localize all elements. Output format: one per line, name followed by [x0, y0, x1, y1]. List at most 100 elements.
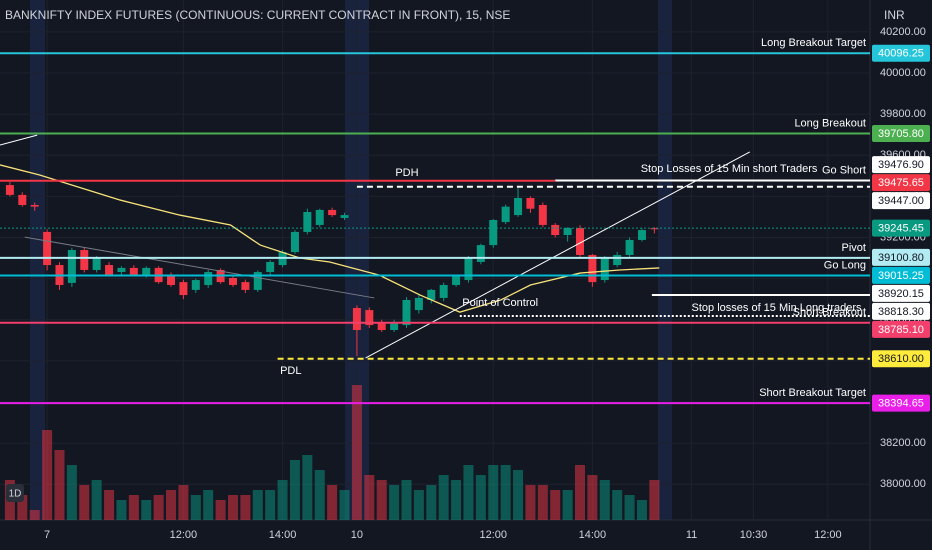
candle-body	[501, 206, 510, 223]
price-tag	[872, 284, 930, 302]
y-tick-label: 38000.00	[880, 478, 926, 490]
session-band	[658, 0, 672, 520]
volume-bar	[562, 490, 573, 520]
x-tick-label: 11	[686, 529, 697, 541]
candle-body	[365, 310, 374, 326]
volume-bar	[475, 475, 486, 520]
price-tag	[872, 248, 930, 266]
volume-bar	[116, 500, 127, 520]
volume-bar	[426, 485, 437, 520]
candle-body	[526, 198, 535, 209]
volume-bar	[203, 490, 214, 520]
candle-body	[352, 308, 361, 331]
candle-body	[600, 258, 609, 281]
volume-bar	[339, 490, 350, 520]
annotation: Stop Losses of 15 Min short Traders	[641, 163, 818, 175]
candle-body	[142, 267, 151, 276]
price-tag-label: 38785.10	[878, 324, 924, 336]
plot: Long Breakout Target Long Breakout Go Shor…	[0, 37, 870, 405]
volume-bar	[537, 485, 548, 520]
x-tick-label: 7	[44, 529, 50, 541]
candle-body	[588, 254, 597, 283]
level-name: Long Breakout	[794, 117, 866, 129]
level-name: Short Breakout	[793, 307, 866, 319]
volume-bar	[327, 485, 338, 520]
volume-bar	[302, 455, 313, 520]
x-tick-label: 14:00	[579, 529, 607, 541]
price-tag-label: 39475.65	[878, 177, 924, 189]
volume-bar	[513, 470, 524, 520]
x-tick-label: 12:00	[479, 529, 507, 541]
candle-body	[43, 231, 52, 266]
volume-pane	[4, 385, 660, 520]
volume-bar	[265, 490, 276, 520]
interval-button[interactable]	[6, 484, 24, 502]
volume-bar	[17, 495, 28, 520]
volume-bar	[364, 475, 375, 520]
trendline	[24, 236, 375, 299]
candle-body	[241, 282, 250, 290]
volume-bar	[54, 450, 65, 520]
candle-body	[315, 209, 324, 225]
price-tag-label: 40096.25	[878, 48, 924, 60]
volume-bar	[649, 480, 660, 520]
y-tick-label: 38200.00	[880, 437, 926, 449]
price-tag	[872, 156, 930, 174]
candle-body	[340, 215, 349, 218]
candle-body	[402, 299, 411, 326]
candle-body	[377, 321, 386, 331]
volume-bar	[550, 490, 561, 520]
level-name: Short Breakout Target	[759, 387, 866, 399]
annotation: PDH	[395, 167, 418, 179]
price-tag-label: 39705.80	[878, 128, 924, 140]
candle-body	[328, 209, 337, 216]
candle-body	[253, 272, 262, 290]
volume-bar	[227, 495, 238, 520]
volume-bar	[277, 480, 288, 520]
candle-body	[228, 277, 237, 285]
volume-bar	[488, 465, 499, 520]
price-tag	[872, 174, 930, 192]
candle-body	[30, 204, 39, 207]
volume-bar	[624, 495, 635, 520]
volume-bar	[451, 480, 462, 520]
volume-bar	[413, 490, 424, 520]
volume-bar	[612, 490, 623, 520]
interval-button-label[interactable]: 1D	[9, 489, 22, 500]
candle-body	[191, 280, 200, 290]
candle-body	[92, 258, 101, 270]
volume-bar	[141, 500, 152, 520]
level-name: Go Short	[822, 165, 866, 177]
level-name: Go Long	[824, 259, 866, 271]
volume-bar	[128, 495, 139, 520]
candle-body	[637, 230, 646, 240]
volume-bar	[190, 495, 201, 520]
volume-bar	[178, 485, 189, 520]
candle-body	[18, 194, 27, 205]
candle-body	[563, 228, 572, 236]
annotation: Point of Control	[462, 297, 538, 309]
candle-body	[167, 275, 176, 285]
annotation: Stop losses of 15 Min Long traders	[692, 302, 862, 314]
x-tick-label: 10:30	[740, 529, 768, 541]
currency: INR	[884, 8, 905, 22]
level-name: Long Breakout Target	[761, 37, 866, 49]
x-tick-label: 12:00	[814, 529, 842, 541]
annotation: PDL	[280, 365, 301, 377]
candle-body	[5, 185, 14, 195]
candle-body	[576, 228, 584, 255]
axes: 38000.0038200.0038400.0038600.0038800.00…	[44, 26, 930, 541]
volume-bar	[599, 480, 610, 520]
candle-body	[179, 282, 188, 296]
trendline	[0, 134, 38, 146]
candle-body	[80, 250, 89, 270]
grid	[0, 0, 870, 520]
volume-bar	[66, 465, 77, 520]
volume-bar	[289, 460, 300, 520]
price-tag	[872, 192, 930, 210]
candle-body	[625, 239, 634, 255]
candle-body	[290, 231, 299, 253]
x-tick-label: 10	[351, 529, 363, 541]
volume-bar	[314, 470, 325, 520]
